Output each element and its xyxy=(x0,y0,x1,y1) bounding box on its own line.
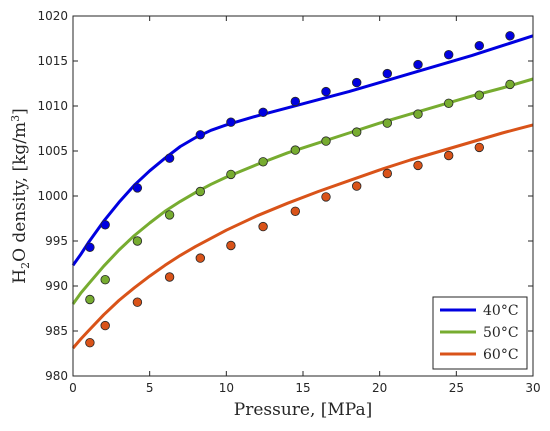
ticks-layer: 0 5 10 15 20 25 309809859909951000100510101015… xyxy=(37,9,540,395)
x-tick-label: 30 xyxy=(525,381,540,395)
x-tick-label: 20 xyxy=(372,381,387,395)
y-tick-label: 980 xyxy=(45,369,68,383)
data-point-50c xyxy=(164,210,175,220)
data-point-60c xyxy=(474,142,485,153)
data-point-60c xyxy=(164,272,175,282)
y-axis-label-main: H xyxy=(10,269,30,284)
data-point-50c xyxy=(258,157,268,167)
y-tick-label: 1000 xyxy=(37,189,68,203)
data-point-50c xyxy=(226,169,236,180)
data-point-40c xyxy=(352,77,362,88)
y-axis-label-superscript: 3 xyxy=(9,115,22,122)
y-axis-label-subscript: 2 xyxy=(19,262,32,269)
x-tick-label: 5 xyxy=(146,381,154,395)
series-layer xyxy=(71,31,534,350)
y-axis-label-middle: O density, [kg/m xyxy=(10,122,30,262)
data-point-50c xyxy=(100,275,110,285)
series-line-40c xyxy=(71,34,534,267)
data-point-50c xyxy=(474,90,485,100)
data-point-40c xyxy=(100,220,110,230)
data-point-50c xyxy=(290,145,301,155)
data-point-50c xyxy=(505,79,515,90)
data-point-60c xyxy=(444,150,454,161)
data-point-50c xyxy=(321,136,331,146)
legend: 40°C 50°C 60°C xyxy=(432,296,528,370)
data-point-50c xyxy=(444,98,454,109)
data-point-60c xyxy=(413,160,423,171)
data-point-60c xyxy=(382,168,393,179)
data-point-60c xyxy=(85,338,95,348)
data-point-60c xyxy=(290,206,301,217)
data-point-40c xyxy=(164,153,175,163)
y-tick-label: 1015 xyxy=(37,54,68,68)
data-point-50c xyxy=(413,109,423,119)
y-tick-label: 1005 xyxy=(37,144,68,158)
y-tick-label: 1010 xyxy=(37,99,68,113)
data-point-40c xyxy=(413,59,423,70)
y-tick-label: 995 xyxy=(45,234,68,248)
y-tick-label: 1020 xyxy=(37,9,68,23)
data-point-40c xyxy=(290,96,301,107)
data-point-50c xyxy=(132,236,143,246)
data-point-40c xyxy=(195,130,206,140)
x-axis-label: Pressure, [MPa] xyxy=(234,400,373,420)
data-point-50c xyxy=(195,186,206,197)
data-point-40c xyxy=(132,183,143,193)
data-point-40c xyxy=(382,68,393,79)
legend-label-60c: 60°C xyxy=(483,347,519,363)
data-point-60c xyxy=(226,240,236,251)
data-point-60c xyxy=(352,181,362,191)
data-point-50c xyxy=(352,127,362,137)
data-point-60c xyxy=(321,192,331,202)
legend-label-40c: 40°C xyxy=(483,303,519,319)
data-point-50c xyxy=(85,294,95,305)
y-tick-label: 985 xyxy=(45,324,68,338)
x-tick-label: 25 xyxy=(449,381,464,395)
data-point-40c xyxy=(474,41,485,51)
x-tick-label: 15 xyxy=(295,381,310,395)
y-tick-label: 990 xyxy=(45,279,68,293)
x-tick-label: 0 xyxy=(69,381,77,395)
data-point-40c xyxy=(226,117,236,127)
series-line-50c xyxy=(71,77,534,305)
data-point-60c xyxy=(258,221,268,232)
data-point-40c xyxy=(505,31,515,41)
data-point-60c xyxy=(100,320,110,331)
data-point-60c xyxy=(132,297,143,307)
y-axis-label-end: ] xyxy=(10,108,30,115)
data-point-60c xyxy=(195,253,206,263)
data-point-40c xyxy=(85,242,95,253)
data-point-40c xyxy=(444,50,454,60)
legend-label-50c: 50°C xyxy=(483,325,519,341)
data-point-40c xyxy=(258,107,268,118)
data-point-50c xyxy=(382,118,393,128)
x-tick-label: 10 xyxy=(219,381,234,395)
data-point-40c xyxy=(321,86,331,97)
y-axis-label: H2O density, [kg/m3] xyxy=(9,108,32,284)
series-line-60c xyxy=(71,123,534,350)
